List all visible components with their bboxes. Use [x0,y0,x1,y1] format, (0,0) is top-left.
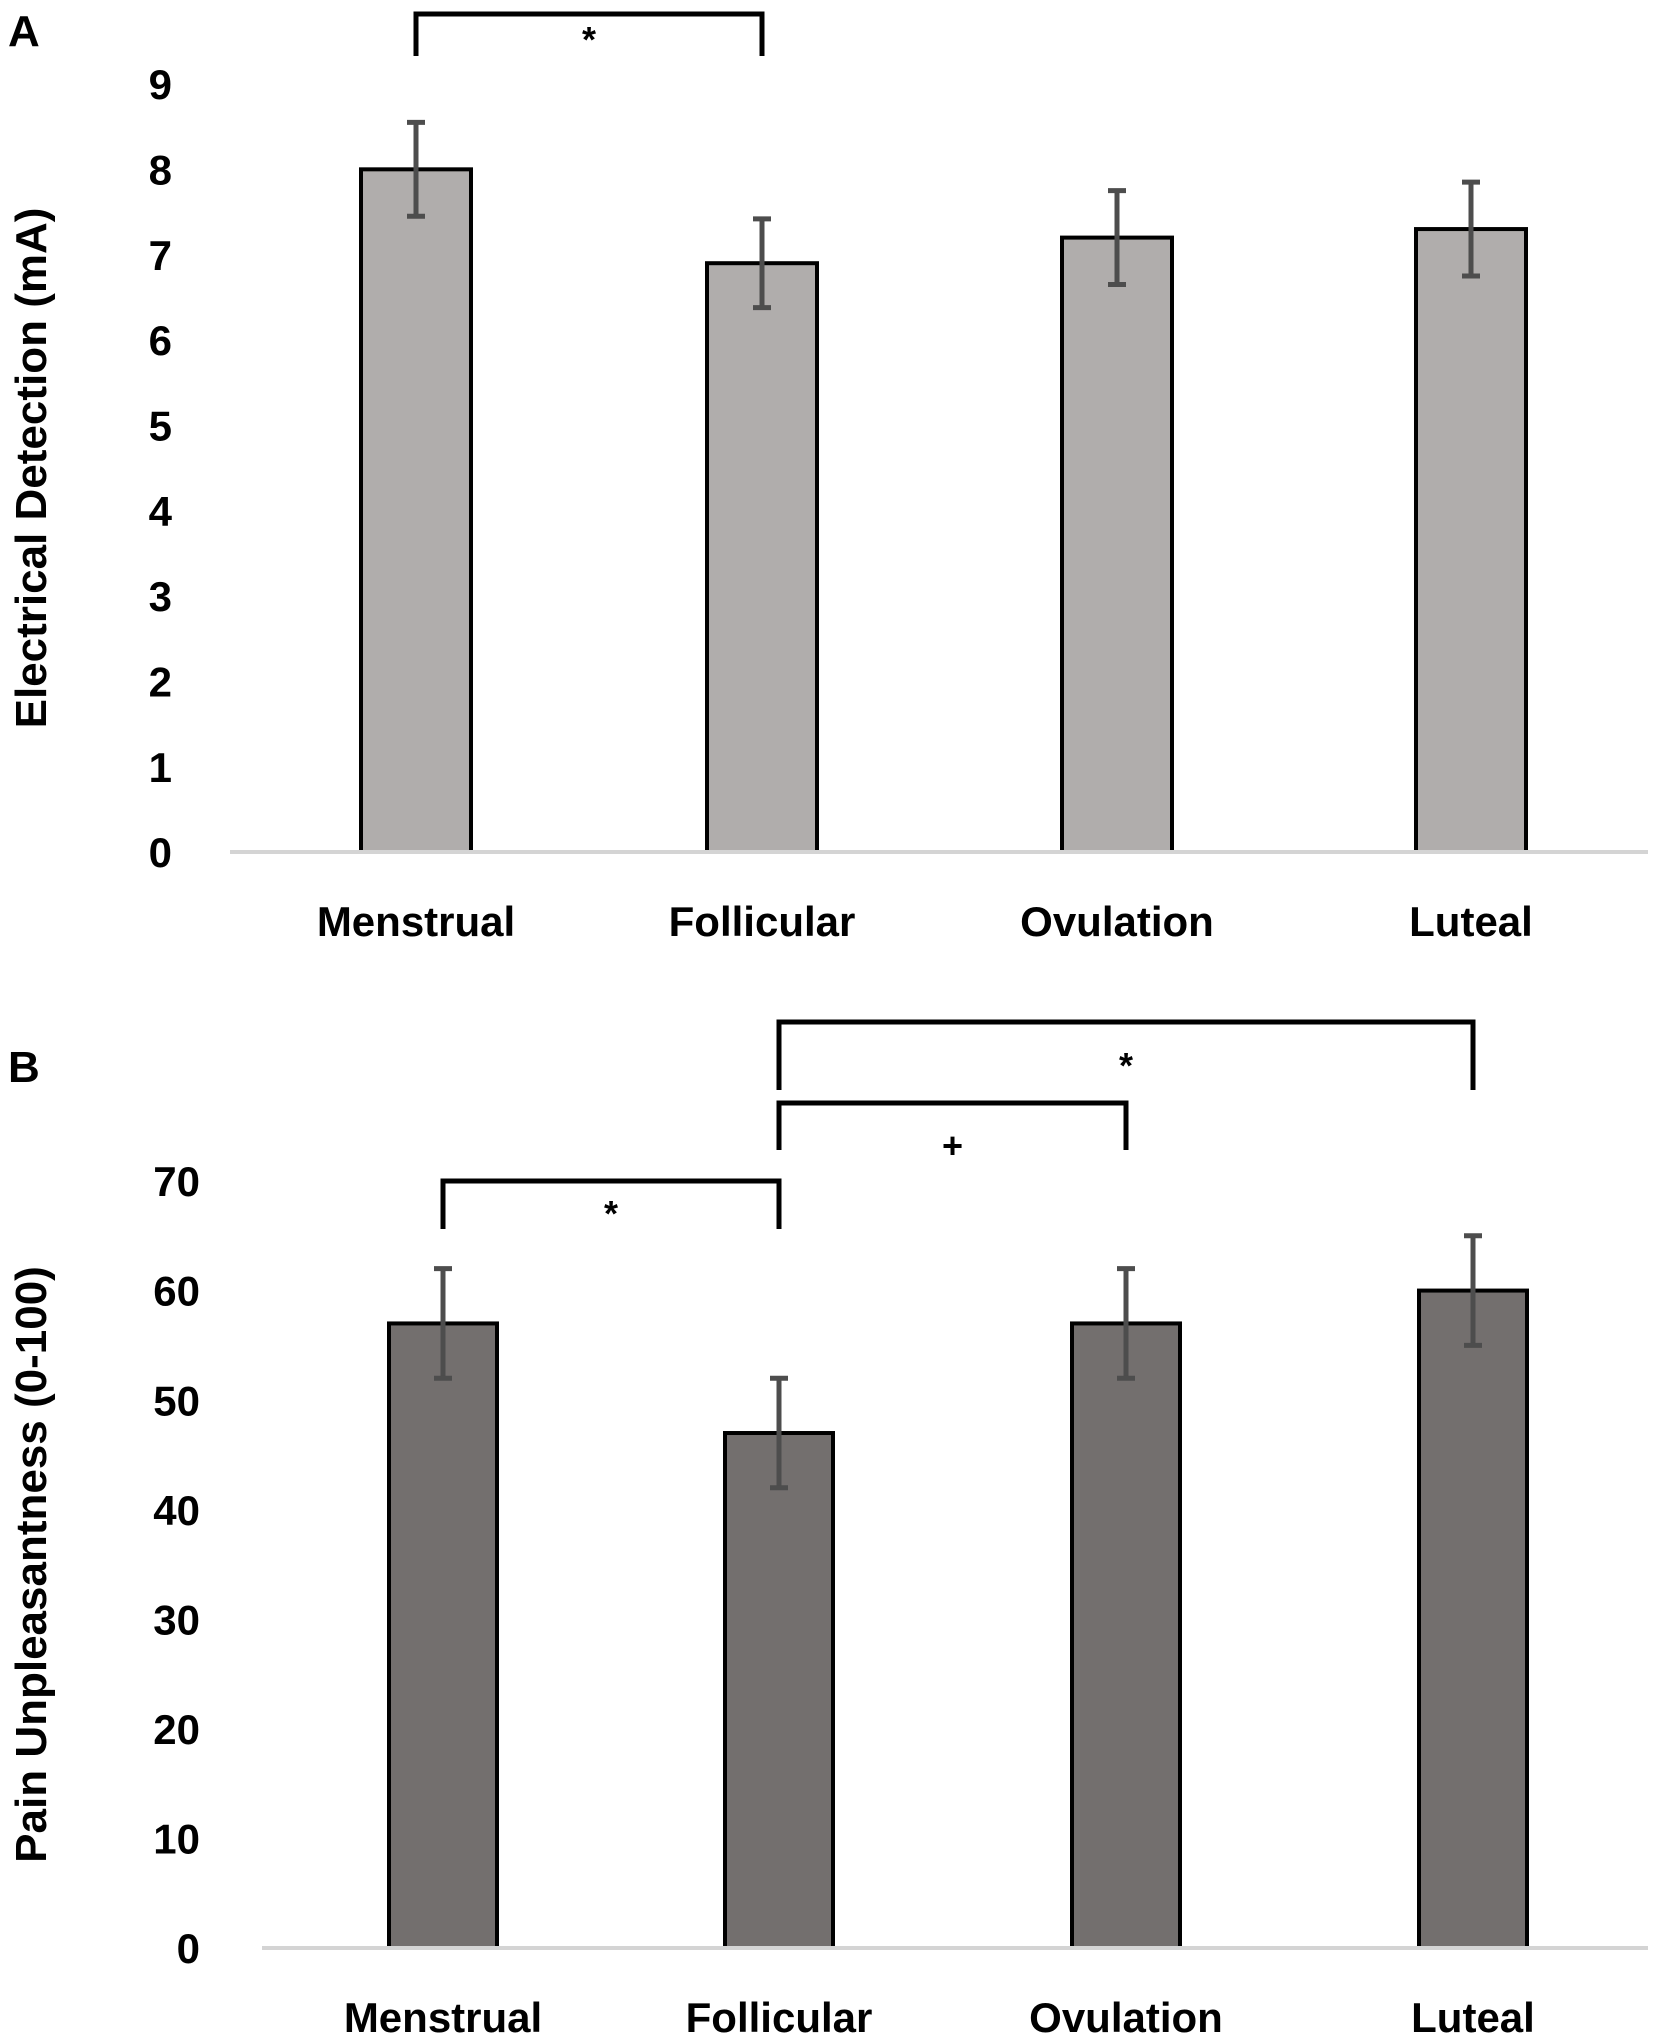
y-tick-label: 70 [153,1158,200,1205]
significance-label: * [582,19,596,60]
y-axis-label: Pain Unpleasantness (0-100) [7,1266,56,1863]
y-tick-label: 9 [149,61,172,108]
y-tick-label: 20 [153,1706,200,1753]
y-tick-label: 0 [177,1925,200,1972]
panel-label: B [8,1043,40,1092]
error-bar [1462,179,1480,279]
error-bar [753,216,771,311]
significance-bracket: + [776,1100,1129,1166]
bar-menstrual [387,1321,499,1950]
y-tick-label: 0 [149,829,172,876]
y-tick-label: 60 [153,1268,200,1315]
significance-label: + [942,1125,963,1166]
error-bar [434,1266,452,1381]
y-tick-label: 6 [149,317,172,364]
error-bar [407,119,425,219]
panel-b: B Pain Unpleasantness (0-100) 0 10 20 30 40 50 6… [7,1019,1648,2041]
y-tick-label: 40 [153,1487,200,1534]
significance-label: * [604,1193,618,1234]
y-tick-label: 30 [153,1596,200,1643]
bar-luteal [1417,1288,1529,1950]
bar-ovulation [1070,1321,1182,1950]
significance-bracket: * [440,1178,782,1234]
error-bar [1464,1233,1482,1348]
y-tick-label: 8 [149,146,172,193]
bar-ovulation [1060,235,1174,855]
y-axis-label: Electrical Detection (mA) [7,208,56,729]
bar-follicular [723,1431,835,1950]
error-bar [770,1375,788,1491]
bar-luteal [1414,227,1528,855]
y-tick-label: 4 [149,488,173,535]
x-tick-label: Menstrual [317,898,515,945]
y-tick-label: 1 [149,744,172,791]
x-tick-label: Ovulation [1020,898,1214,945]
significance-label: * [1119,1045,1133,1086]
x-tick-label: Luteal [1411,1994,1535,2041]
y-tick-label: 7 [149,232,172,279]
x-tick-label: Ovulation [1029,1994,1223,2041]
error-bar [1117,1266,1135,1381]
x-tick-label: Follicular [669,898,856,945]
y-tick-label: 10 [153,1816,200,1863]
y-tick-label: 2 [149,658,172,705]
x-tick-label: Menstrual [344,1994,542,2041]
x-tick-label: Luteal [1409,898,1533,945]
error-bar [1108,188,1126,288]
bar-follicular [705,261,819,854]
panel-label: A [8,7,40,56]
bar-menstrual [359,167,473,855]
x-tick-label: Follicular [686,1994,873,2041]
significance-bracket: * [413,11,765,60]
panel-a: A Electrical Detection (mA) 0 1 2 3 4 5 6 7 8 9 Mens… [7,7,1648,945]
significance-bracket: * [776,1019,1476,1090]
y-tick-label: 3 [149,573,172,620]
y-tick-label: 50 [153,1377,200,1424]
y-tick-label: 5 [149,402,172,449]
